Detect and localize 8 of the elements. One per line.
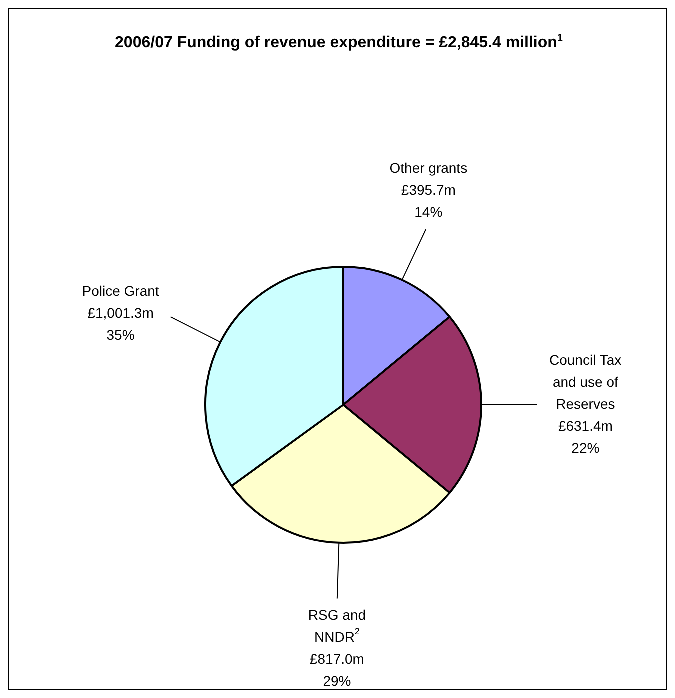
slice-label: Other grants: [390, 160, 468, 176]
data-label: £817.0m 29%: [310, 650, 364, 689]
data-label: £1,001.3m 35%: [88, 305, 154, 344]
data-label: £395.7m 14%: [401, 182, 456, 220]
chart-title: 2006/07 Funding of revenue expenditure = £2,845.4 million$^{1}$: [114, 32, 564, 54]
slice-label: Council Tax and use of Reserves: [550, 352, 622, 412]
data-label: £631.4m 22%: [558, 418, 613, 456]
slice-label: Police Grant: [82, 283, 160, 300]
